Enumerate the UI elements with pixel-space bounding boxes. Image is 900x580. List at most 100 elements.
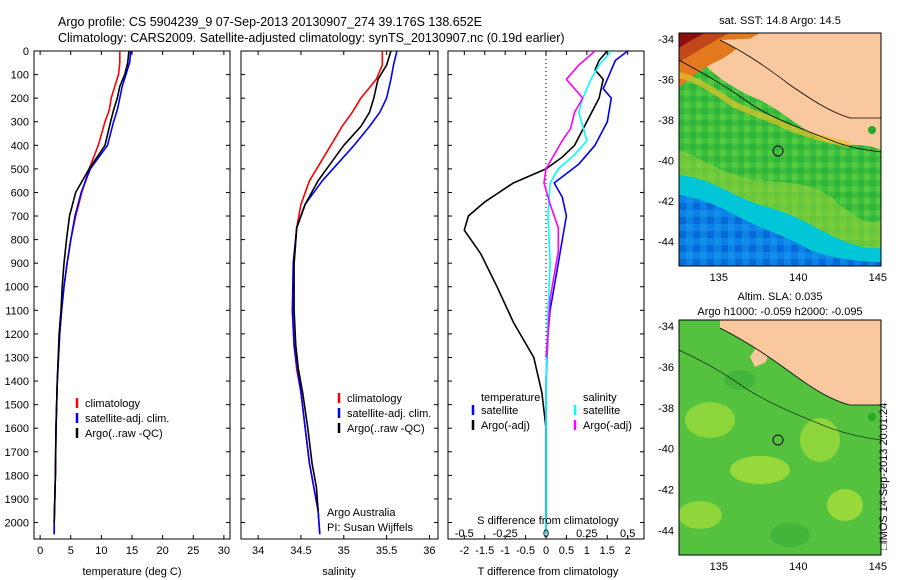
annotation-argo-australia: Argo Australia: [327, 507, 396, 519]
y-tick-label: 0: [23, 46, 29, 58]
x-tick-label: -0.5: [516, 545, 535, 557]
y-tick-label: 100: [11, 70, 29, 82]
legend-climatology: climatology: [85, 398, 141, 410]
top-x-tick-label: 0.25: [576, 528, 597, 540]
x-tick-label: 0: [37, 545, 43, 557]
y-tick-label: 400: [11, 140, 29, 152]
figure-title-line1: Argo profile: CS 5904239_9 07-Sep-2013 2…: [58, 15, 482, 29]
series-line-climatology: [291, 51, 384, 535]
x-tick-label: 2: [625, 545, 631, 557]
y-tick-label: 2000: [5, 517, 29, 529]
x-tick-label: 0.5: [559, 545, 574, 557]
difference-xlabel: T difference from climatology: [478, 566, 619, 578]
difference-legend: temperature salinity satellite Argo(-adj…: [471, 392, 632, 432]
y-tick-label: 900: [11, 258, 29, 270]
series-line-argo-raw-qc-: [293, 51, 392, 511]
sla-map-image: [679, 320, 881, 555]
x-tick-label: 5: [68, 545, 74, 557]
x-tick-label: -1: [500, 545, 510, 557]
sst-map-title: sat. SST: 14.8 Argo: 14.5: [719, 15, 841, 27]
map-x-tick-label: 140: [789, 272, 807, 284]
y-tick-label: 1000: [5, 282, 29, 294]
map-y-tick-label: -38: [658, 403, 674, 415]
legend-temperature-title: temperature: [481, 392, 540, 404]
map-y-tick-label: -42: [658, 196, 674, 208]
y-tick-label: 1800: [5, 470, 29, 482]
y-tick-label: 300: [11, 117, 29, 129]
x-tick-label: 0: [543, 545, 549, 557]
map-y-tick-label: -34: [658, 321, 674, 333]
imos-timestamp: □IMOS 14-Sep-2013 20:01:24: [878, 402, 890, 550]
legend-t-argo: Argo(-adj): [481, 420, 530, 432]
series-line-t-satellite: [545, 51, 629, 535]
salinity-series: [291, 51, 398, 535]
sst-map-axes: [678, 32, 882, 267]
salinity-xlabel: salinity: [322, 566, 356, 578]
sla-map-axes: [678, 319, 882, 556]
temperature-xlabel: temperature (deg C): [82, 566, 181, 578]
y-tick-label: 1900: [5, 494, 29, 506]
legend-s-satellite: satellite: [583, 405, 620, 417]
map-y-tick-label: -44: [658, 525, 674, 537]
y-tick-label: 1600: [5, 423, 29, 435]
top-x-tick-label: -0.25: [493, 528, 518, 540]
x-tick-label: 1.5: [600, 545, 615, 557]
x-tick-label: 36: [423, 545, 435, 557]
series-line-argo-raw-qc-: [53, 51, 130, 523]
y-tick-label: 1500: [5, 400, 29, 412]
sst-map-image: [679, 33, 881, 266]
legend-climatology: climatology: [347, 393, 403, 405]
salinity-legend: climatology satellite-adj. clim. Argo(..…: [337, 393, 431, 435]
map-y-tick-label: -42: [658, 485, 674, 497]
map-x-tick-label: 135: [710, 272, 728, 284]
series-line-s-argo-adj-: [543, 51, 596, 358]
sla-map-title-2: Argo h1000: -0.059 h2000: -0.095: [697, 306, 862, 318]
difference-series: [463, 51, 629, 539]
difference-top-xlabel: S difference from climatology: [477, 515, 619, 527]
legend-argo: Argo(..raw -QC): [347, 423, 425, 435]
x-tick-label: 34.5: [290, 545, 311, 557]
map-x-tick-label: 135: [710, 561, 728, 573]
x-tick-label: 20: [157, 545, 169, 557]
legend-satellite-adj: satellite-adj. clim.: [347, 408, 431, 420]
x-tick-label: 10: [95, 545, 107, 557]
x-tick-label: -1.5: [475, 545, 494, 557]
legend-t-satellite: satellite: [481, 405, 518, 417]
sla-map-title-1: Altim. SLA: 0.035: [738, 291, 823, 303]
y-tick-label: 1300: [5, 352, 29, 364]
y-tick-label: 500: [11, 164, 29, 176]
sla-argo-marker: [772, 434, 784, 446]
x-tick-label: 25: [187, 545, 199, 557]
series-line-s-satellite: [545, 51, 612, 535]
temperature-series: [53, 51, 132, 535]
y-tick-label: 700: [11, 211, 29, 223]
legend-salinity-title: salinity: [583, 392, 617, 404]
y-tick-label: 1400: [5, 376, 29, 388]
top-x-tick-label: 0: [543, 528, 549, 540]
series-line-satellite-adj-clim-: [53, 51, 132, 535]
top-x-tick-label: 0.5: [620, 528, 635, 540]
map-x-tick-label: 145: [869, 561, 887, 573]
map-x-tick-label: 140: [789, 561, 807, 573]
sst-argo-marker: [772, 145, 784, 157]
map-y-tick-label: -40: [658, 444, 674, 456]
y-tick-label: 800: [11, 235, 29, 247]
series-line-t-argo-adj-: [463, 51, 608, 523]
y-tick-label: 1700: [5, 447, 29, 459]
temperature-legend: climatology satellite-adj. clim. Argo(..…: [75, 398, 169, 440]
map-y-tick-label: -36: [658, 75, 674, 87]
map-x-tick-label: 145: [869, 272, 887, 284]
y-tick-label: 1200: [5, 329, 29, 341]
map-y-tick-label: -44: [658, 237, 674, 249]
salinity-axes: [240, 50, 439, 540]
map-y-tick-label: -34: [658, 34, 674, 46]
x-tick-label: 35: [338, 545, 350, 557]
annotation-pi: PI: Susan Wijffels: [327, 522, 413, 534]
x-tick-label: 15: [126, 545, 138, 557]
y-tick-label: 200: [11, 93, 29, 105]
y-tick-label: 1100: [5, 305, 29, 317]
x-tick-label: 34: [252, 545, 264, 557]
x-tick-label: -2: [459, 545, 469, 557]
map-y-tick-label: -38: [658, 115, 674, 127]
